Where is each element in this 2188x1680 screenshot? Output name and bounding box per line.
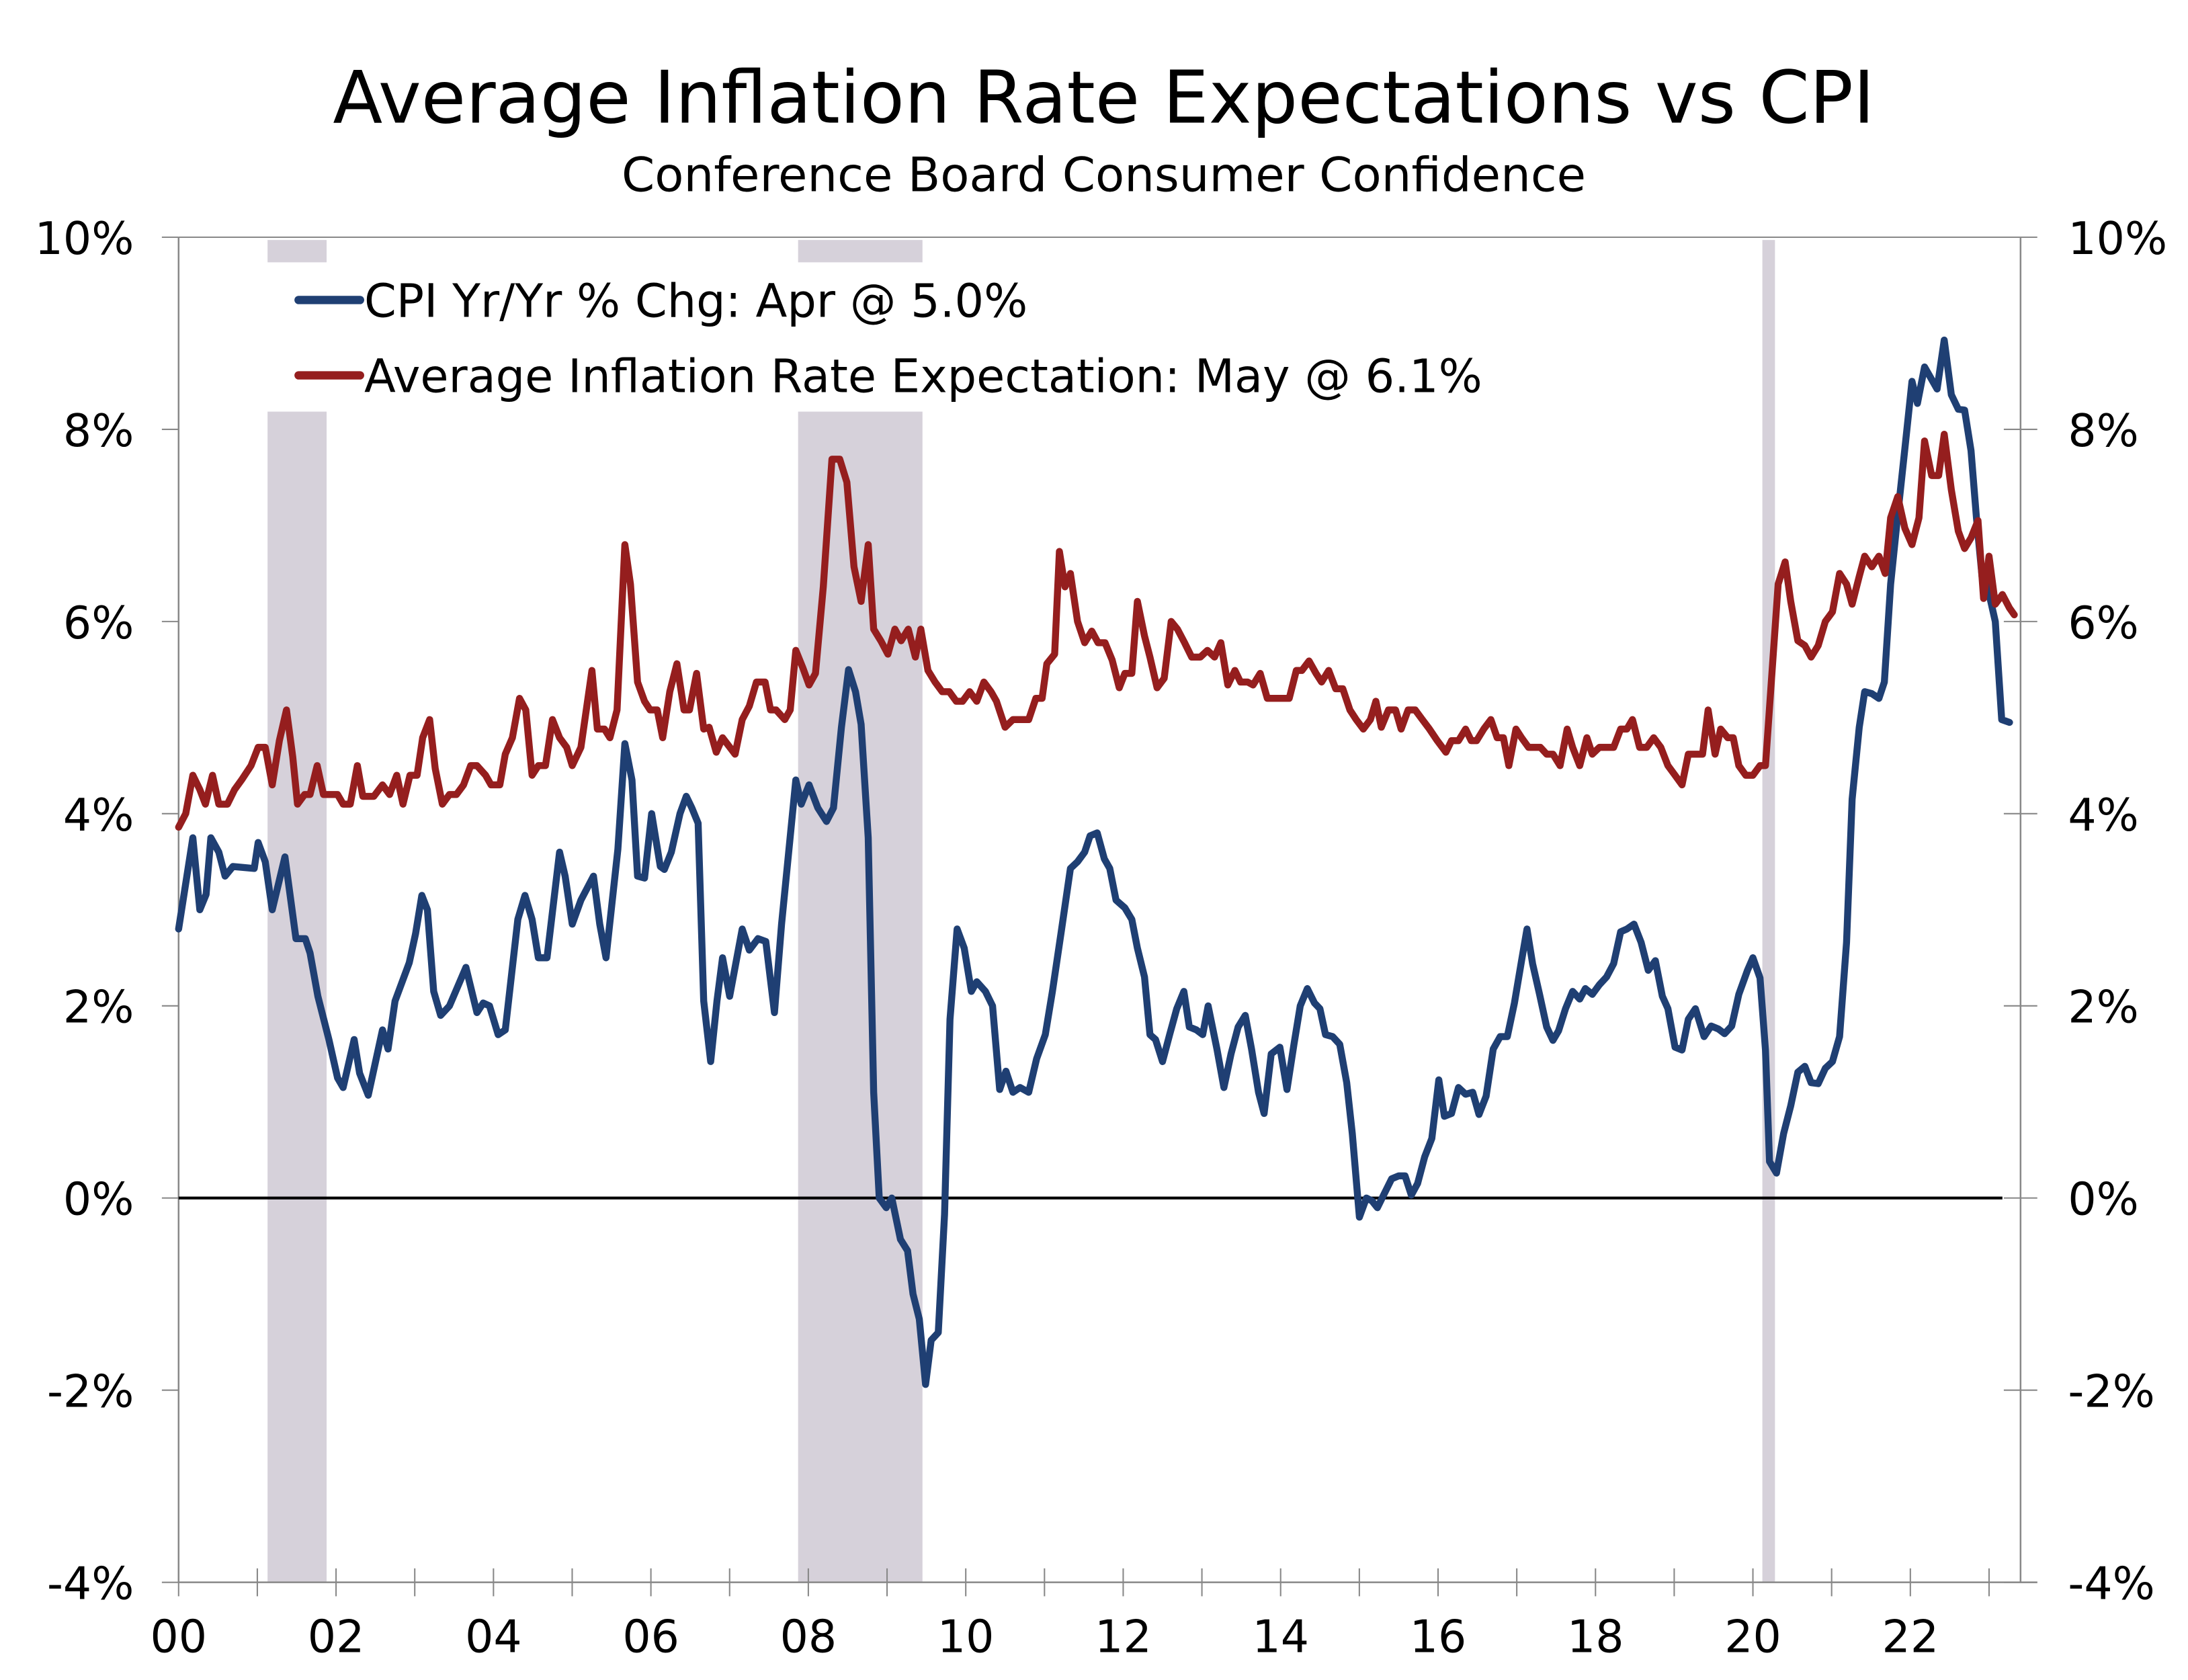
legend-label-cpi: CPI Yr/Yr % Chg: Apr @ 5.0% xyxy=(364,274,1027,328)
right-y-tick-label: 10% xyxy=(2068,212,2167,265)
left-y-tick-label: 2% xyxy=(63,981,134,1034)
cpi-line xyxy=(175,336,2013,1388)
x-tick-label: 16 xyxy=(1410,1610,1467,1663)
left-y-tick-label: 10% xyxy=(35,212,134,265)
left-y-tick-label: -2% xyxy=(47,1366,134,1418)
x-tick-label: 08 xyxy=(780,1610,837,1663)
axes: 10% 10% 8% 8% 6% 6% 4% 4% 2% 2% 0% 0% -2% -2% -4% -4% 00… xyxy=(35,212,2167,1663)
x-tick-label: 04 xyxy=(465,1610,522,1663)
x-tick-label: 10 xyxy=(937,1610,995,1663)
expectations-line xyxy=(175,430,2018,831)
left-y-tick-label: 0% xyxy=(63,1173,134,1226)
x-tick-label: 18 xyxy=(1567,1610,1624,1663)
left-y-tick-label: 4% xyxy=(63,789,134,841)
recession-band xyxy=(1762,240,1775,1583)
x-tick-label: 00 xyxy=(151,1610,208,1663)
right-y-tick-label: -4% xyxy=(2068,1558,2154,1610)
x-tick-label: 06 xyxy=(622,1610,679,1663)
recession-band xyxy=(798,240,923,1583)
right-y-tick-label: -2% xyxy=(2068,1366,2154,1418)
left-y-tick-label: 8% xyxy=(63,405,134,457)
left-y-tick-label: 6% xyxy=(63,597,134,649)
right-y-tick-label: 8% xyxy=(2068,405,2138,457)
right-y-tick-label: 2% xyxy=(2068,981,2138,1034)
right-y-tick-label: 0% xyxy=(2068,1173,2138,1226)
x-tick-label: 02 xyxy=(308,1610,365,1663)
x-tick-label: 12 xyxy=(1095,1610,1152,1663)
recession-bands xyxy=(267,240,1775,1583)
legend: CPI Yr/Yr % Chg: Apr @ 5.0% Average Infl… xyxy=(294,274,1482,403)
x-tick-label: 22 xyxy=(1882,1610,1939,1663)
right-y-tick-label: 4% xyxy=(2068,789,2138,841)
chart-subtitle: Conference Board Consumer Confidence xyxy=(622,146,1586,202)
chart-title: Average Inflation Rate Expectations vs C… xyxy=(333,56,1874,140)
x-tick-label: 20 xyxy=(1724,1610,1781,1663)
recession-band xyxy=(267,240,327,1583)
series-lines xyxy=(175,336,2018,1388)
right-y-tick-label: 6% xyxy=(2068,597,2138,649)
x-tick-label: 14 xyxy=(1252,1610,1309,1663)
left-y-tick-label: -4% xyxy=(47,1558,134,1610)
legend-background xyxy=(262,262,1602,412)
legend-label-expectations: Average Inflation Rate Expectation: May … xyxy=(364,349,1482,403)
